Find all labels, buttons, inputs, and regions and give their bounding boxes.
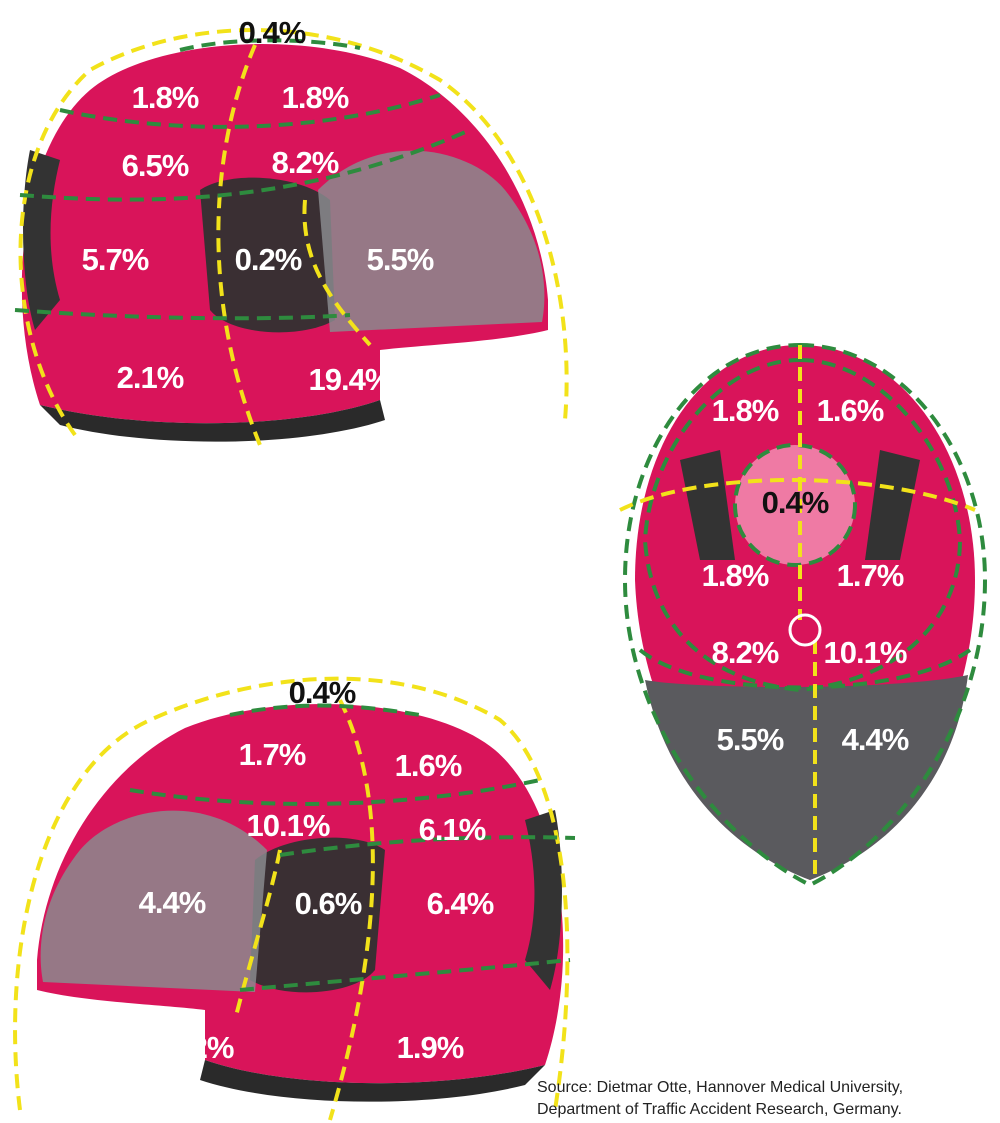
region-label: 15.2% xyxy=(151,1030,234,1065)
region-label: 8.2% xyxy=(712,635,779,670)
region-label: 10.1% xyxy=(247,808,330,843)
region-label: 5.5% xyxy=(717,722,784,757)
region-label: 1.8% xyxy=(712,393,779,428)
region-label: 0.4% xyxy=(762,485,829,520)
region-label: 4.4% xyxy=(139,885,206,920)
region-label: 0.4% xyxy=(239,15,306,50)
region-label: 1.7% xyxy=(837,558,904,593)
region-label: 0.4% xyxy=(289,675,356,710)
source-text: Source: Dietmar Otte, Hannover Medical U… xyxy=(537,1079,903,1096)
region-label: 0.6% xyxy=(295,886,362,921)
region-label: 6.5% xyxy=(122,148,189,183)
region-label: 6.4% xyxy=(427,886,494,921)
region-label: 8.2% xyxy=(272,145,339,180)
top-view: 1.8% 1.6% 0.4% 1.8% 1.7% 8.2% 10.1% 5.5%… xyxy=(619,342,988,888)
region-label: 1.8% xyxy=(702,558,769,593)
region-label: 6.1% xyxy=(419,812,486,847)
region-label: 19.4% xyxy=(309,362,392,397)
region-label: 1.6% xyxy=(817,393,884,428)
region-label: 1.9% xyxy=(397,1030,464,1065)
region-label: 2.1% xyxy=(117,360,184,395)
region-label: 0.2% xyxy=(235,242,302,277)
region-label: 1.7% xyxy=(239,737,306,772)
region-label: 5.7% xyxy=(82,242,149,277)
region-label: 4.4% xyxy=(842,722,909,757)
region-label: 1.8% xyxy=(132,80,199,115)
region-label: 1.8% xyxy=(282,80,349,115)
region-label: 10.1% xyxy=(824,635,907,670)
side-view-right: 0.4% 1.7% 1.6% 10.1% 6.1% 4.4% 0.6% 6.4%… xyxy=(13,675,576,1121)
region-label: 5.5% xyxy=(367,242,434,277)
source-text: Department of Traffic Accident Research,… xyxy=(537,1101,902,1118)
region-label: 1.6% xyxy=(395,748,462,783)
side-view-left: 0.4% 1.8% 1.8% 6.5% 8.2% 5.7% 0.2% 5.5% … xyxy=(14,15,569,451)
